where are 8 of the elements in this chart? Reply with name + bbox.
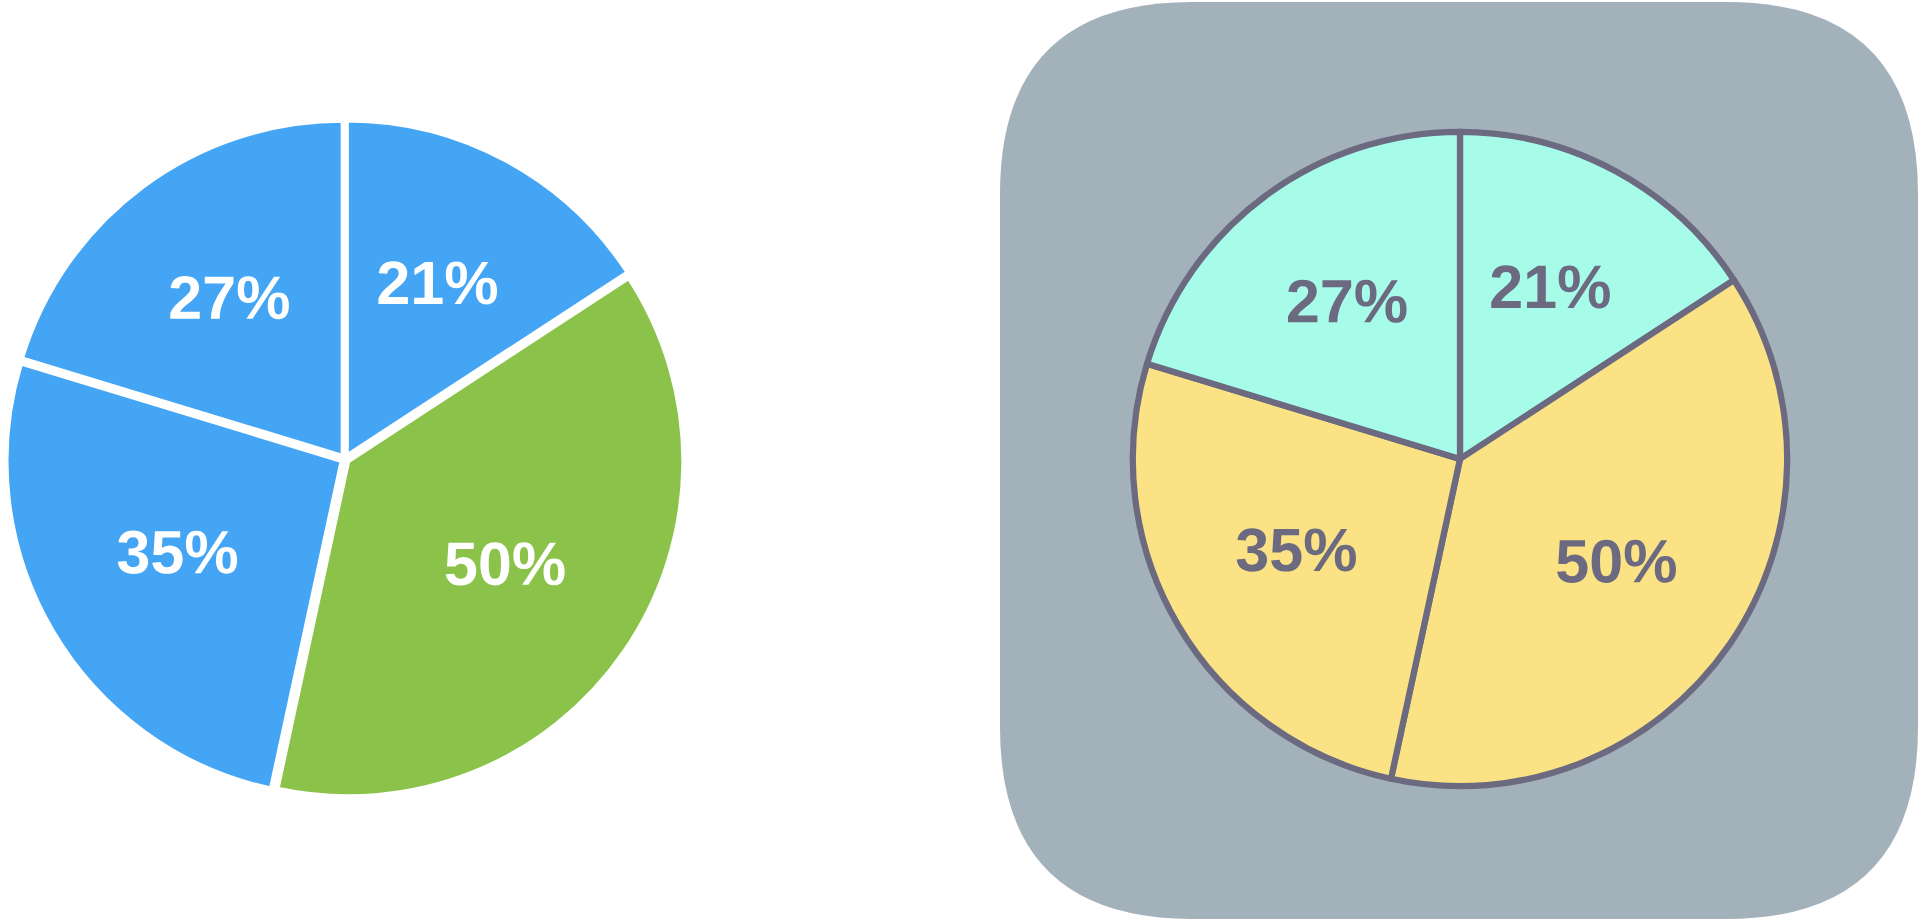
data-label: 50% bbox=[445, 542, 565, 586]
data-label: 21% bbox=[378, 261, 498, 305]
data-label: 27% bbox=[1287, 279, 1407, 323]
data-label: 35% bbox=[1236, 528, 1356, 572]
data-label: 50% bbox=[1557, 539, 1676, 583]
data-label: 35% bbox=[117, 530, 238, 574]
data-label: 21% bbox=[1491, 265, 1610, 309]
data-label: 27% bbox=[170, 276, 289, 320]
